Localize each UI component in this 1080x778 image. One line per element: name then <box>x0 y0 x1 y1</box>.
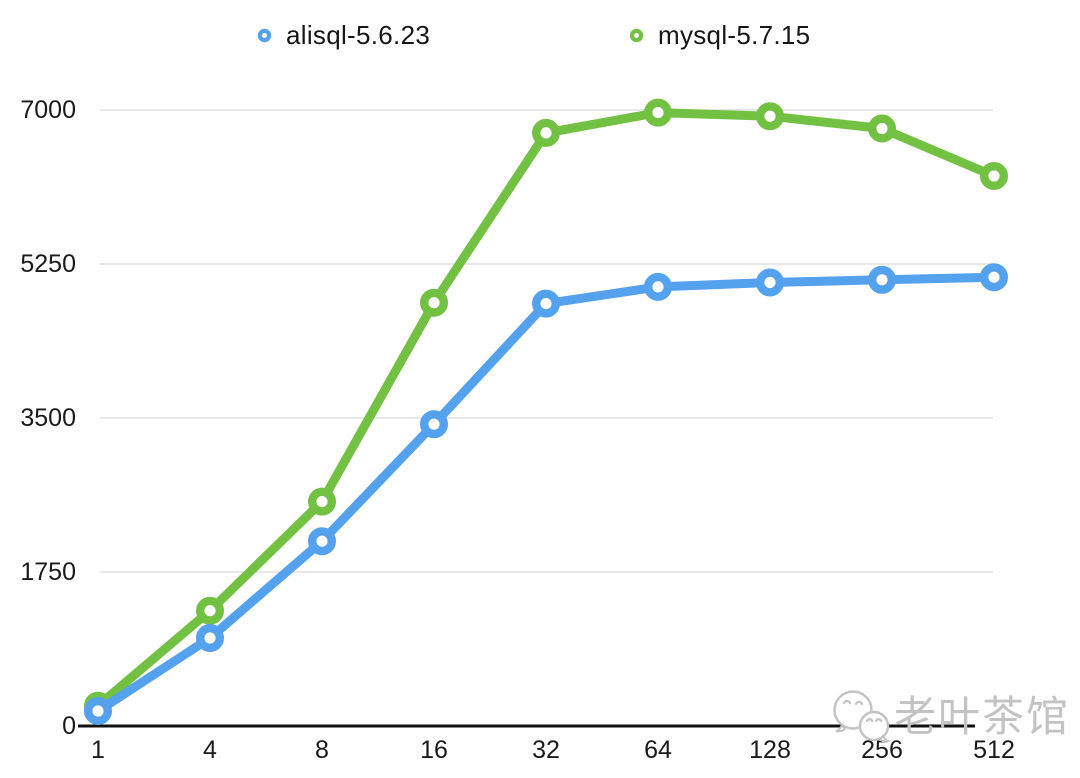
x-axis-tick-label: 16 <box>420 736 448 764</box>
x-axis-tick-label: 512 <box>973 736 1015 764</box>
y-axis-tick-label: 0 <box>62 712 76 740</box>
data-point-marker-alisql-5.6.23 <box>532 289 561 318</box>
chart-legend: alisql-5.6.23 mysql-5.7.15 <box>0 0 1080 64</box>
data-point-marker-alisql-5.6.23 <box>420 410 449 439</box>
data-point-marker-alisql-5.6.23 <box>868 265 897 294</box>
data-point-marker-mysql-5.7.15 <box>980 161 1009 190</box>
data-point-marker-mysql-5.7.15 <box>756 102 785 131</box>
data-point-marker-mysql-5.7.15 <box>532 118 561 147</box>
data-point-marker-alisql-5.6.23 <box>195 624 224 653</box>
x-axis-tick-label: 128 <box>749 736 791 764</box>
legend-circle-marker-icon <box>256 27 273 44</box>
y-axis-tick-label: 5250 <box>20 250 76 278</box>
x-axis-tick-label: 8 <box>315 736 329 764</box>
legend-circle-marker-icon <box>628 27 645 44</box>
x-axis-tick-label: 64 <box>644 736 672 764</box>
legend-label: alisql-5.6.23 <box>286 20 431 50</box>
data-point-marker-alisql-5.6.23 <box>83 697 112 726</box>
y-axis-tick-label: 3500 <box>20 404 76 432</box>
series-line-alisql-5.6.23 <box>93 272 999 716</box>
data-point-marker-alisql-5.6.23 <box>308 527 337 556</box>
data-point-marker-alisql-5.6.23 <box>980 263 1009 292</box>
legend-item-alisql: alisql-5.6.23 <box>256 20 430 51</box>
data-point-marker-mysql-5.7.15 <box>308 487 337 516</box>
data-point-marker-alisql-5.6.23 <box>756 268 785 297</box>
legend-item-mysql: mysql-5.7.15 <box>628 20 810 51</box>
y-axis-tick-label: 7000 <box>20 96 76 124</box>
data-point-marker-alisql-5.6.23 <box>644 272 673 301</box>
x-axis-tick-label: 1 <box>91 736 105 764</box>
y-axis-tick-label: 1750 <box>20 558 76 586</box>
x-axis-tick-label: 256 <box>861 736 903 764</box>
legend-label: mysql-5.7.15 <box>658 20 811 50</box>
data-point-marker-mysql-5.7.15 <box>868 114 897 143</box>
data-point-marker-mysql-5.7.15 <box>420 288 449 317</box>
x-axis-tick-label: 4 <box>203 736 217 764</box>
x-axis-tick-label: 32 <box>532 736 560 764</box>
data-point-marker-mysql-5.7.15 <box>195 596 224 625</box>
data-point-marker-mysql-5.7.15 <box>644 98 673 127</box>
